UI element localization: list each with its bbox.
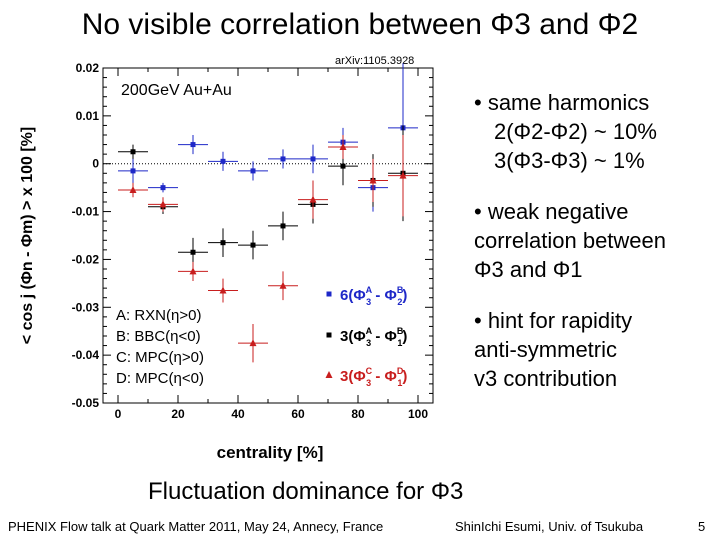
x-tick-label: 80 <box>351 407 365 421</box>
bullet-line: Φ3 and Φ1 <box>474 257 583 282</box>
data-point <box>309 195 317 203</box>
bullet-weak-correlation: • weak negative correlation between Φ3 a… <box>474 197 666 284</box>
detector-c: C: MPC(η>0) <box>116 349 204 366</box>
y-tick-label: -0.04 <box>72 348 100 362</box>
y-tick-label: 0.01 <box>76 109 100 123</box>
data-point <box>280 223 286 229</box>
legend-label-part: A <box>366 326 373 336</box>
bullet-line: 3(Φ3-Φ3) ~ 1% <box>494 148 645 173</box>
legend-label-part: D <box>397 366 404 376</box>
detector-b: B: BBC(η<0) <box>116 328 201 345</box>
legend-label: 3(ΦC 3 - ΦD 1) <box>340 366 407 388</box>
legend-label-part: 2 <box>397 297 402 307</box>
legend-label: 3(ΦA 3 - ΦB 1) <box>340 326 407 348</box>
y-tick-label: -0.01 <box>72 205 100 219</box>
data-point <box>280 156 286 162</box>
data-marks <box>118 63 418 363</box>
y-axis-ticks: 0.02 0.01 0 -0.01 -0.02 -0.03 -0.04 -0.05 <box>72 61 433 410</box>
legend-label-part: - Φ <box>371 368 397 385</box>
data-point <box>279 281 287 289</box>
data-point <box>250 242 256 248</box>
page-number: 5 <box>698 519 706 534</box>
legend-label-part: - Φ <box>371 328 397 345</box>
data-point <box>130 149 136 155</box>
legend-label-part: 3 <box>366 297 371 307</box>
legend-label-part: B <box>397 326 404 336</box>
y-axis-label: < cos j (Φn - Φm) > x 100 [%] <box>19 127 36 344</box>
legend-label-part: ) <box>402 287 407 304</box>
footer-talk-info: PHENIX Flow talk at Quark Matter 2011, M… <box>8 519 384 534</box>
legend-label-part: 1 <box>397 338 402 348</box>
legend-label-part: 3 <box>366 378 371 388</box>
detector-definitions: A: RXN(η>0) B: BBC(η<0) C: MPC(η>0) D: M… <box>116 307 204 387</box>
legend-label-part: 6(Φ <box>340 287 366 304</box>
series-group <box>118 135 418 363</box>
legend-label-part: - Φ <box>371 287 397 304</box>
data-point <box>310 156 316 162</box>
legend-label-part: A <box>366 285 373 295</box>
legend-marker <box>326 332 332 338</box>
y-tick-label: -0.05 <box>72 396 100 410</box>
data-point <box>219 286 227 294</box>
legend-label-part: ) <box>402 368 407 385</box>
x-tick-label: 20 <box>171 407 185 421</box>
data-point <box>130 168 136 174</box>
legend-label-part: ) <box>402 328 407 345</box>
x-axis-label: centrality [%] <box>217 443 324 462</box>
y-tick-label: 0 <box>92 157 99 171</box>
bullet-line: • same harmonics <box>474 90 650 115</box>
data-point <box>340 163 346 169</box>
data-point <box>160 185 166 191</box>
footer-author: ShinIchi Esumi, Univ. of Tsukuba <box>455 519 644 534</box>
y-tick-label: 0.02 <box>76 61 100 75</box>
x-tick-label: 100 <box>408 407 428 421</box>
energy-label: 200GeV Au+Au <box>121 82 232 99</box>
data-point <box>250 168 256 174</box>
bullet-line: • hint for rapidity <box>474 308 633 333</box>
x-axis-ticks: 0 20 40 60 80 100 <box>115 68 428 421</box>
data-point <box>369 176 377 184</box>
bullet-line: v3 contribution <box>474 366 618 391</box>
slide-title: No visible correlation between Φ3 and Φ2 <box>81 8 639 41</box>
data-point <box>220 158 226 164</box>
legend-label-part: 3 <box>366 338 371 348</box>
y-tick-label: -0.03 <box>72 300 100 314</box>
x-tick-label: 40 <box>231 407 245 421</box>
bullet-list: • same harmonics 2(Φ2-Φ2) ~ 10% 3(Φ3-Φ3)… <box>474 88 666 415</box>
bullet-line: • weak negative <box>474 199 629 224</box>
legend-label-part: 1 <box>397 378 402 388</box>
legend-label-part: 3(Φ <box>340 368 366 385</box>
data-point <box>249 339 257 347</box>
correlation-chart: 0.02 0.01 0 -0.01 -0.02 -0.03 -0.04 -0.05 0 20 40… <box>19 61 434 462</box>
detector-d: D: MPC(η<0) <box>116 370 204 387</box>
legend-label-part: 3(Φ <box>340 328 366 345</box>
bullet-line: correlation between <box>474 228 667 253</box>
y-tick-label: -0.02 <box>72 252 100 266</box>
bullet-rapidity-hint: • hint for rapidity anti-symmetric v3 co… <box>474 306 666 393</box>
legend-marker <box>326 291 332 297</box>
legend-marker <box>325 371 333 378</box>
arxiv-reference: arXiv:1105.3928 <box>335 55 415 67</box>
fluctuation-heading: Fluctuation dominance for Φ3 <box>148 478 464 505</box>
legend: 6(ΦA 3 - ΦB 2)3(ΦA 3 - ΦB 1)3(ΦC 3 - ΦD 1) <box>325 285 407 388</box>
data-point <box>189 267 197 275</box>
data-point <box>190 249 196 255</box>
legend-label-part: B <box>397 285 404 295</box>
data-point <box>220 240 226 246</box>
data-point <box>339 142 347 150</box>
detector-a: A: RXN(η>0) <box>116 307 201 324</box>
x-tick-label: 60 <box>291 407 305 421</box>
bullet-line: anti-symmetric <box>474 337 618 362</box>
bullet-same-harmonics: • same harmonics 2(Φ2-Φ2) ~ 10% 3(Φ3-Φ3)… <box>474 88 666 175</box>
data-point <box>129 186 137 194</box>
data-point <box>399 171 407 179</box>
bullet-line: 2(Φ2-Φ2) ~ 10% <box>494 119 657 144</box>
legend-label: 6(ΦA 3 - ΦB 2) <box>340 285 407 307</box>
x-tick-label: 0 <box>115 407 122 421</box>
data-point <box>190 142 196 148</box>
data-point <box>159 200 167 208</box>
legend-label-part: C <box>366 366 373 376</box>
